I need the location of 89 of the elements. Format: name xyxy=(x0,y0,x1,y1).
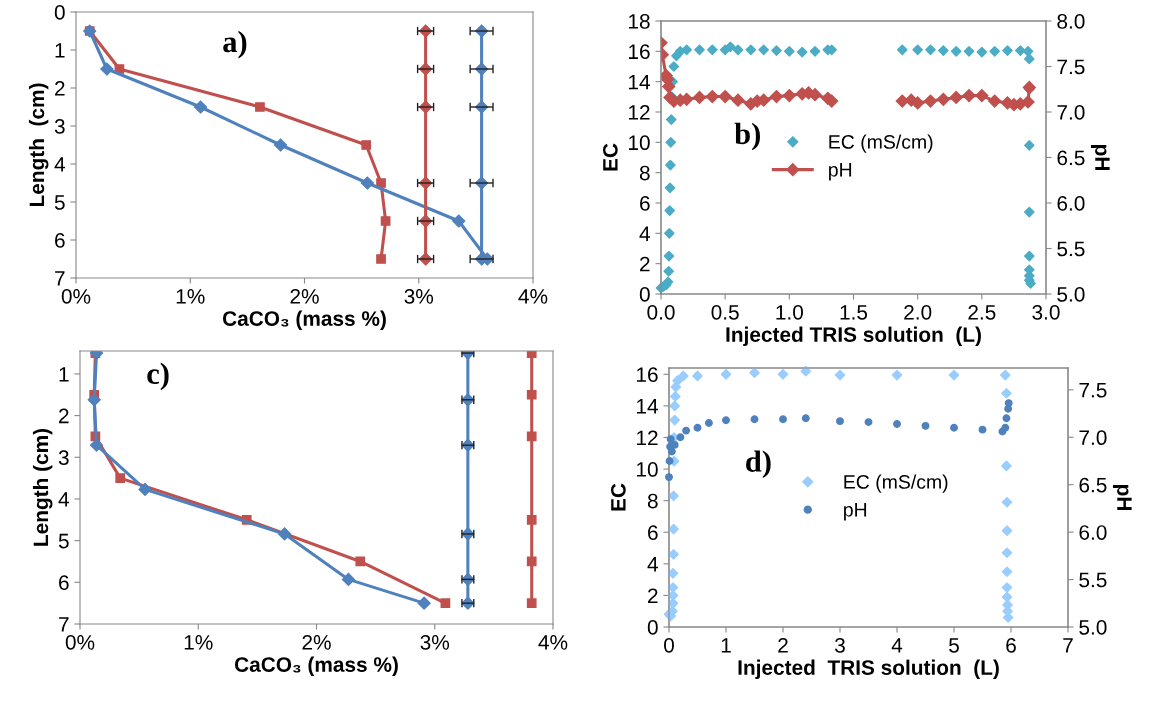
y-tick-label: 8 xyxy=(647,493,658,509)
y-tick-label: 6 xyxy=(640,196,650,211)
y-tick-label: 8 xyxy=(639,165,650,181)
y2-tick-label: 5.5 xyxy=(1057,241,1085,257)
x-tick-label: 3 xyxy=(835,637,845,653)
y2-tick-label: 7.0 xyxy=(1079,430,1107,446)
y2-tick-label: 7.5 xyxy=(1079,383,1107,398)
x-tick-label: 4% xyxy=(538,635,568,650)
y-tick-label: 4 xyxy=(639,226,650,241)
y-axis-title: Length (cm) xyxy=(28,83,49,207)
annotation: a) xyxy=(223,30,247,59)
x-axis-title: CaCO₃ (mass %) xyxy=(234,656,398,677)
y2-axis-title: pH xyxy=(1112,484,1132,510)
x-tick-label: 0% xyxy=(65,634,95,650)
y-tick-label: 4 xyxy=(647,557,658,572)
y2-tick-label: 6.5 xyxy=(1079,477,1107,493)
y-tick-label: 2 xyxy=(59,408,69,424)
y-tick-label: 0 xyxy=(54,5,65,20)
annotation: d) xyxy=(746,450,771,479)
y-tick-label: 7 xyxy=(55,271,65,286)
y-tick-label: 3 xyxy=(54,119,65,134)
y-tick-label: 1 xyxy=(59,367,69,382)
annotation: b) xyxy=(734,122,760,151)
y-tick-label: 12 xyxy=(629,105,650,120)
x-tick-label: 5 xyxy=(949,638,959,653)
x-tick-label: 1% xyxy=(176,289,205,304)
y-tick-label: 14 xyxy=(629,74,650,90)
y2-tick-label: 6.0 xyxy=(1057,196,1085,211)
x-axis-title: Injected TRIS solution (L) xyxy=(726,326,981,347)
x-tick-label: 2 xyxy=(778,637,788,653)
y2-tick-label: 5.5 xyxy=(1079,572,1107,588)
x-tick-label: 2% xyxy=(302,634,331,650)
y-tick-label: 5 xyxy=(54,195,65,210)
x-tick-label: 3% xyxy=(404,288,434,304)
x-tick-label: 3.0 xyxy=(1032,304,1060,320)
legend-label: pH xyxy=(829,163,852,181)
y-tick-label: 2 xyxy=(640,256,650,272)
x-axis-title: Injected TRIS solution (L) xyxy=(738,659,999,680)
x-tick-label: 1.5 xyxy=(840,305,868,320)
y-tick-label: 10 xyxy=(637,462,658,477)
y-axis-title: EC xyxy=(602,143,618,171)
y-tick-label: 18 xyxy=(629,14,650,29)
y-tick-label: 1 xyxy=(55,43,65,58)
x-tick-label: 2% xyxy=(290,288,319,304)
y-tick-label: 4 xyxy=(54,157,65,172)
y2-tick-label: 6.5 xyxy=(1057,150,1085,166)
y-tick-label: 7 xyxy=(59,617,69,632)
y-tick-label: 2 xyxy=(648,588,658,603)
y-tick-label: 4 xyxy=(58,492,69,507)
legend-label: pH xyxy=(844,503,867,521)
x-tick-label: 1 xyxy=(721,638,731,653)
x-tick-label: 4 xyxy=(891,638,903,653)
x-tick-label: 0.5 xyxy=(711,304,739,320)
x-tick-label: 3% xyxy=(420,634,450,650)
y-tick-label: 2 xyxy=(55,81,65,96)
y2-axis-title: pH xyxy=(1090,144,1110,170)
y-tick-label: 6 xyxy=(55,233,65,248)
y-tick-label: 14 xyxy=(637,399,658,414)
y-axis-title: EC xyxy=(610,483,626,511)
y-tick-label: 3 xyxy=(58,450,69,466)
y-tick-label: 10 xyxy=(629,135,650,151)
y2-tick-label: 5.0 xyxy=(1079,620,1107,635)
x-tick-label: 0 xyxy=(664,637,674,653)
x-tick-label: 1.0 xyxy=(776,304,803,320)
x-tick-label: 2.5 xyxy=(968,304,996,320)
x-tick-label: 6 xyxy=(1006,637,1016,653)
legend-label: EC (mS/cm) xyxy=(829,134,933,153)
y-tick-label: 6 xyxy=(59,575,69,591)
legend-label: EC (mS/cm) xyxy=(844,474,948,493)
y-tick-label: 16 xyxy=(629,44,650,60)
x-tick-label: 0.0 xyxy=(647,304,675,320)
y2-tick-label: 7.0 xyxy=(1057,105,1085,120)
y-tick-label: 16 xyxy=(637,367,658,383)
y2-tick-label: 5.0 xyxy=(1057,287,1085,302)
annotation: c) xyxy=(147,362,169,391)
y2-tick-label: 7.5 xyxy=(1057,59,1085,75)
y-tick-label: 5 xyxy=(58,533,69,549)
y-tick-label: 6 xyxy=(648,525,658,540)
x-axis-title: CaCO₃ (mass %) xyxy=(222,310,386,331)
y-axis-title: Length (cm) xyxy=(32,428,53,546)
y-tick-label: 0 xyxy=(647,620,658,635)
x-tick-label: 1% xyxy=(184,635,213,650)
x-tick-label: 0% xyxy=(61,288,91,304)
y-tick-label: 12 xyxy=(637,430,658,446)
y2-tick-label: 8.0 xyxy=(1057,14,1085,29)
x-tick-label: 2.0 xyxy=(904,304,932,320)
x-tick-label: 4% xyxy=(518,289,548,304)
x-tick-label: 7 xyxy=(1063,638,1073,653)
y2-tick-label: 6.0 xyxy=(1079,525,1107,540)
